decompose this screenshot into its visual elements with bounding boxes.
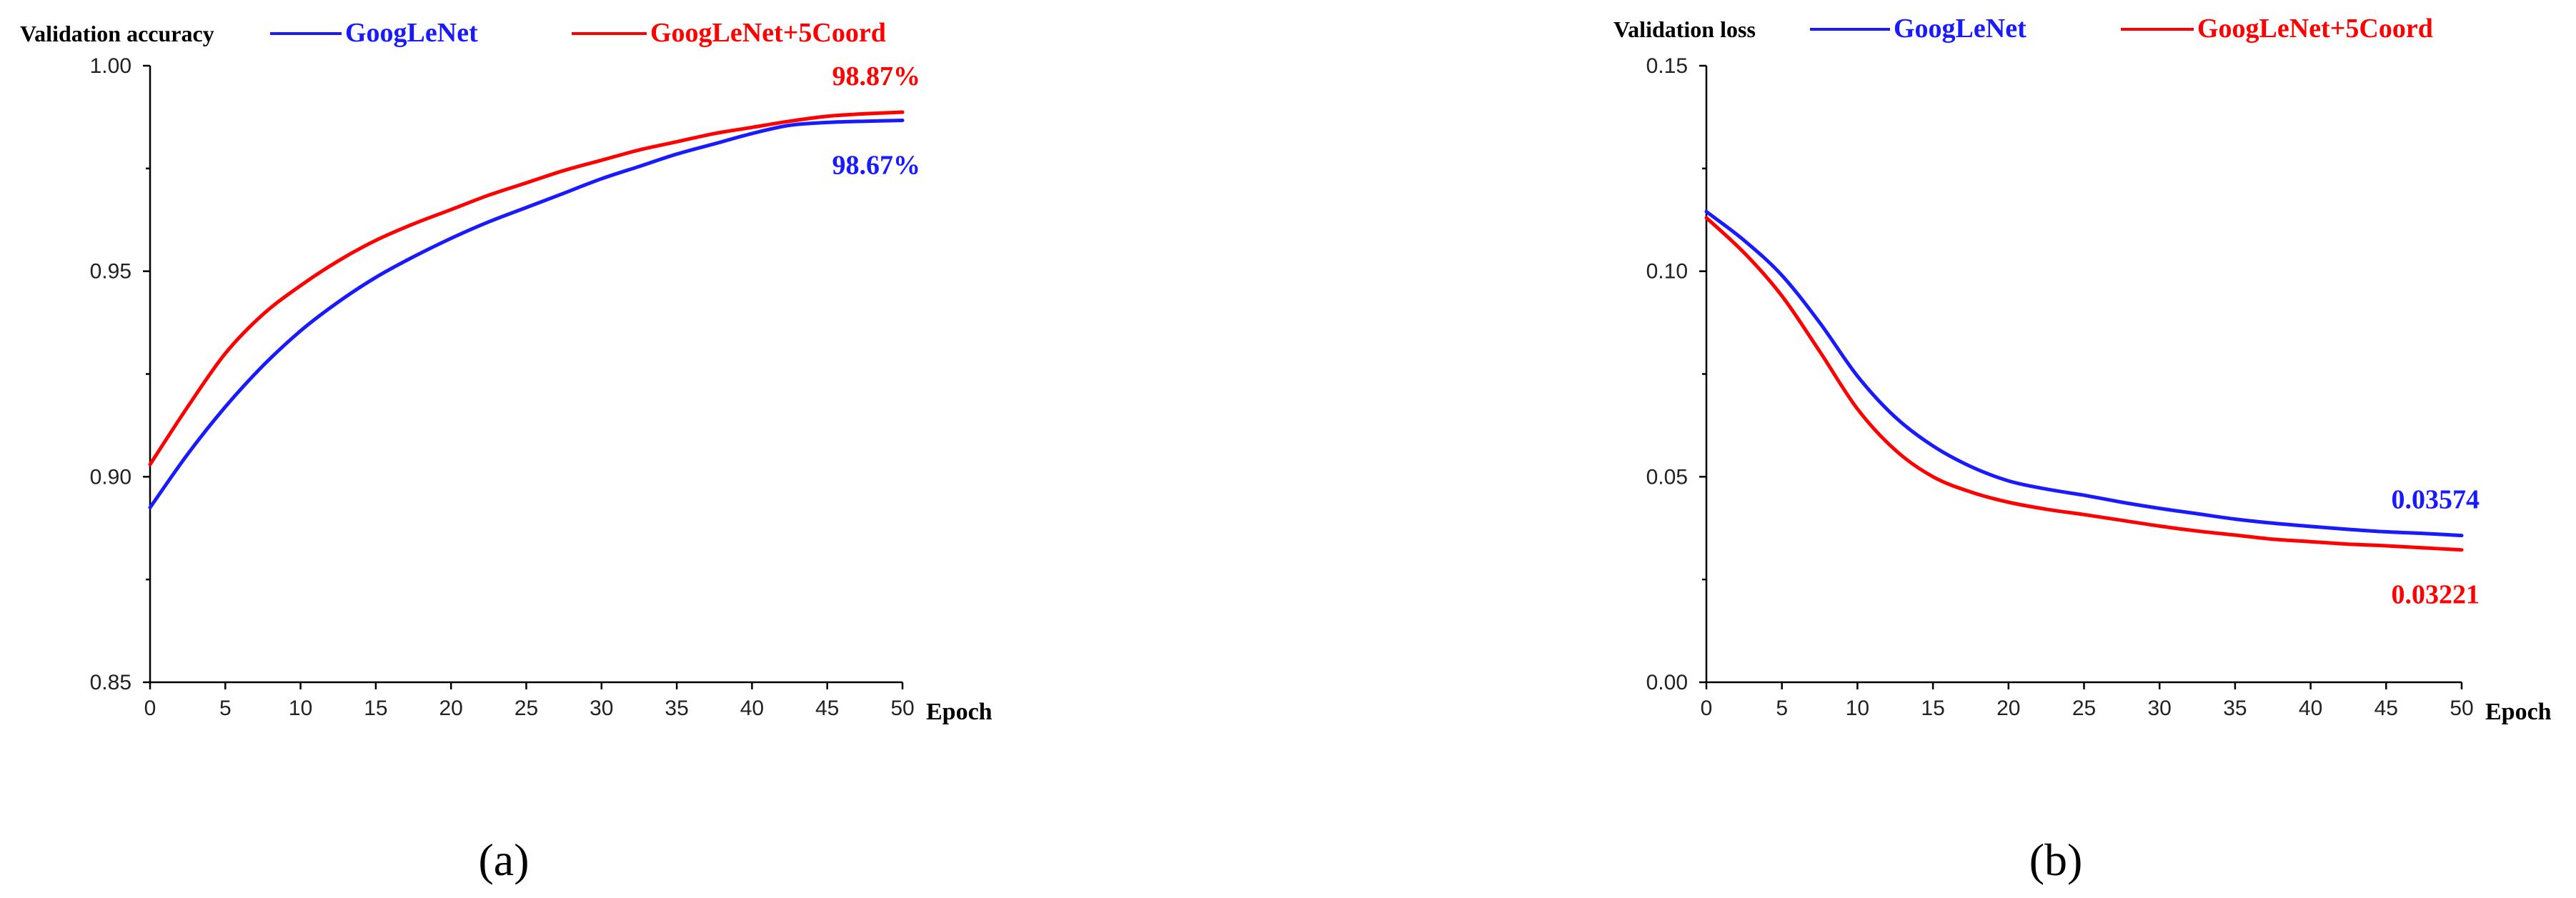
series-line-googlenet-5coord xyxy=(1704,216,2464,552)
y-tick-label: 0.90 xyxy=(90,465,131,489)
x-tick-label: 15 xyxy=(364,697,387,720)
x-tick-label: 45 xyxy=(2374,697,2398,720)
data-label: 0.03221 xyxy=(2392,580,2480,610)
data-label: 0.03574 xyxy=(2392,484,2480,514)
x-tick-label: 10 xyxy=(289,697,312,720)
y-tick-label: 0.95 xyxy=(90,260,131,284)
chart-panel-a: Validation accuracy GoogLeNet GoogLeNet+5C… xyxy=(20,18,993,885)
y-tick-label: 0.85 xyxy=(90,671,131,694)
data-label: 98.67% xyxy=(832,151,921,181)
y-tick-label: 1.00 xyxy=(90,54,131,78)
x-tick-label: 40 xyxy=(740,697,764,720)
legend-entry: GoogLeNet+5Coord xyxy=(650,18,886,48)
x-tick-label: 20 xyxy=(439,697,463,720)
chart-title: Validation loss xyxy=(1613,16,1756,42)
x-tick-label: 0 xyxy=(1701,697,1713,720)
x-tick-label: 25 xyxy=(514,697,538,720)
chart-panel-b: Validation loss GoogLeNet GoogLeNet+5Coord… xyxy=(1613,14,2552,885)
x-tick-label: 35 xyxy=(2223,697,2247,720)
y-tick-label: 0.10 xyxy=(1646,260,1688,284)
x-tick-label: 50 xyxy=(2450,697,2473,720)
y-tick-label: 0.05 xyxy=(1646,465,1688,489)
x-tick-label: 10 xyxy=(1846,697,1869,720)
legend-entry: GoogLeNet+5Coord xyxy=(2197,14,2433,44)
legend-entry: GoogLeNet xyxy=(1894,14,2027,44)
x-tick-label: 50 xyxy=(890,697,914,720)
x-tick-label: 25 xyxy=(2072,697,2096,720)
x-tick-label: 30 xyxy=(2148,697,2172,720)
x-tick-label: 30 xyxy=(590,697,613,720)
x-tick-label: 20 xyxy=(1996,697,2020,720)
x-axis-label: Epoch xyxy=(926,699,993,725)
chart-title: Validation accuracy xyxy=(20,21,214,46)
x-tick-label: 0 xyxy=(144,697,156,720)
x-tick-label: 5 xyxy=(1776,697,1788,720)
x-tick-label: 5 xyxy=(219,697,232,720)
panel-label: (a) xyxy=(478,834,529,885)
y-tick-label: 0.00 xyxy=(1646,671,1688,694)
x-axis-label: Epoch xyxy=(2485,699,2552,725)
legend-entry: GoogLeNet xyxy=(345,18,478,48)
series-line-googlenet xyxy=(1704,209,2464,538)
x-tick-label: 40 xyxy=(2299,697,2322,720)
panel-label: (b) xyxy=(2029,834,2083,885)
y-tick-label: 0.15 xyxy=(1646,54,1688,78)
series-line-googlenet xyxy=(148,119,905,509)
x-tick-label: 35 xyxy=(665,697,688,720)
x-tick-label: 15 xyxy=(1921,697,1944,720)
x-tick-label: 45 xyxy=(815,697,839,720)
data-label: 98.87% xyxy=(832,61,921,91)
series-line-googlenet-5coord xyxy=(148,110,905,467)
